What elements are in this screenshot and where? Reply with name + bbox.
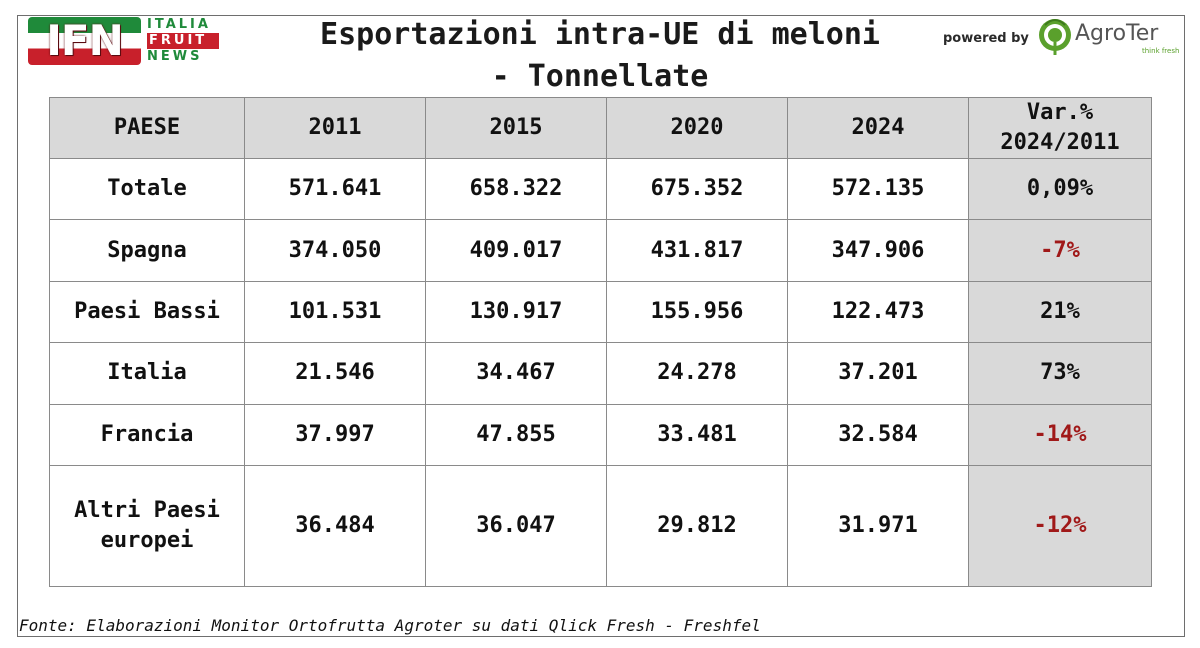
column-header-4: 2024 xyxy=(787,97,969,159)
value-cell-2015: 47.855 xyxy=(425,403,607,467)
column-header-0: PAESE xyxy=(49,97,245,159)
agroter-leaf-icon xyxy=(1039,19,1071,55)
table-body: Totale 571.641 658.322 675.352 572.135 0,09% S… xyxy=(49,157,1152,587)
country-name: Altri Paesi xyxy=(74,498,220,524)
table-row: Francia 37.997 47.855 33.481 32.584 -14% xyxy=(49,403,1152,467)
ifn-logo-word-news: NEWS xyxy=(147,49,203,64)
column-header-5: Var.% 2024/2011 xyxy=(968,97,1152,159)
value-cell-2011: 37.997 xyxy=(244,403,426,467)
variation-cell: -7% xyxy=(968,219,1152,282)
table-header-row: PAESE 2011 2015 2020 2024 Var.% 2024/2011 xyxy=(49,97,1152,159)
ifn-logo-word-fruit: FRUIT xyxy=(147,33,219,49)
column-header-text: 2011 xyxy=(308,115,362,140)
value-cell-2020: 431.817 xyxy=(606,219,788,282)
agroter-logo-name: AgroTer xyxy=(1075,21,1159,46)
table-row: Altri Paesi europei 36.484 36.047 29.812 31.9… xyxy=(49,465,1152,587)
table-row: Paesi Bassi 101.531 130.917 155.956 122.473 2… xyxy=(49,280,1152,344)
column-header-text: 2024/2011 xyxy=(1000,130,1120,155)
table-row: Spagna 374.050 409.017 431.817 347.906 -7% xyxy=(49,219,1152,282)
value-cell-2011: 571.641 xyxy=(244,157,426,221)
exports-table: PAESE 2011 2015 2020 2024 Var.% 2024/2011 Tota… xyxy=(49,97,1152,587)
value-cell-2015: 658.322 xyxy=(425,157,607,221)
chart-title-line-1: Esportazioni intra-UE di meloni xyxy=(320,17,880,52)
chart-title: Esportazioni intra-UE di meloni - Tonnel… xyxy=(290,14,910,98)
ifn-logo-mark: IFN xyxy=(28,17,141,65)
powered-by-label: powered by xyxy=(943,31,1029,46)
variation-cell: 21% xyxy=(968,280,1152,344)
chart-title-line-2: - Tonnellate xyxy=(491,59,709,94)
country-cell: Altri Paesi europei xyxy=(49,465,245,587)
agroter-logo-tagline: think fresh xyxy=(1142,47,1180,55)
value-cell-2011: 36.484 xyxy=(244,465,426,587)
ifn-logo-words: ITALIA FRUIT NEWS xyxy=(147,17,227,65)
country-cell: Spagna xyxy=(49,219,245,282)
italia-fruit-news-logo: IFN ITALIA FRUIT NEWS xyxy=(28,17,228,67)
value-cell-2020: 675.352 xyxy=(606,157,788,221)
value-cell-2020: 24.278 xyxy=(606,342,788,405)
variation-cell: 0,09% xyxy=(968,157,1152,221)
value-cell-2024: 572.135 xyxy=(787,157,969,221)
column-header-text: PAESE xyxy=(113,115,181,140)
variation-cell: -14% xyxy=(968,403,1152,467)
column-header-text: 2015 xyxy=(489,115,543,140)
country-name: Spagna xyxy=(107,237,187,263)
figure-frame xyxy=(17,15,1185,637)
country-cell: Totale xyxy=(49,157,245,221)
value-cell-2020: 29.812 xyxy=(606,465,788,587)
variation-cell: 73% xyxy=(968,342,1152,405)
country-cell: Paesi Bassi xyxy=(49,280,245,344)
value-cell-2024: 122.473 xyxy=(787,280,969,344)
column-header-3: 2020 xyxy=(606,97,788,159)
country-cell: Italia xyxy=(49,342,245,405)
value-cell-2011: 374.050 xyxy=(244,219,426,282)
value-cell-2011: 21.546 xyxy=(244,342,426,405)
column-header-1: 2011 xyxy=(244,97,426,159)
agroter-logo: AgroTer think fresh xyxy=(1037,15,1187,59)
value-cell-2011: 101.531 xyxy=(244,280,426,344)
column-header-text: Var.% xyxy=(1026,100,1094,125)
country-name: Italia xyxy=(107,360,187,386)
value-cell-2015: 34.467 xyxy=(425,342,607,405)
variation-cell: -12% xyxy=(968,465,1152,587)
value-cell-2024: 37.201 xyxy=(787,342,969,405)
table-row: Italia 21.546 34.467 24.278 37.201 73% xyxy=(49,342,1152,405)
ifn-logo-letters: IFN xyxy=(46,17,123,65)
country-cell: Francia xyxy=(49,403,245,467)
table-row: Totale 571.641 658.322 675.352 572.135 0,09% xyxy=(49,157,1152,221)
country-name: europei xyxy=(100,528,194,554)
country-name: Francia xyxy=(100,421,194,447)
value-cell-2024: 347.906 xyxy=(787,219,969,282)
value-cell-2024: 31.971 xyxy=(787,465,969,587)
country-name: Paesi Bassi xyxy=(74,299,220,325)
value-cell-2020: 155.956 xyxy=(606,280,788,344)
ifn-logo-word-italia: ITALIA xyxy=(147,17,211,32)
value-cell-2024: 32.584 xyxy=(787,403,969,467)
value-cell-2020: 33.481 xyxy=(606,403,788,467)
value-cell-2015: 130.917 xyxy=(425,280,607,344)
value-cell-2015: 36.047 xyxy=(425,465,607,587)
column-header-text: 2020 xyxy=(670,115,724,140)
source-note: Fonte: Elaborazioni Monitor Ortofrutta A… xyxy=(19,616,761,635)
column-header-2: 2015 xyxy=(425,97,607,159)
column-header-text: 2024 xyxy=(851,115,905,140)
country-name: Totale xyxy=(107,176,187,202)
value-cell-2015: 409.017 xyxy=(425,219,607,282)
